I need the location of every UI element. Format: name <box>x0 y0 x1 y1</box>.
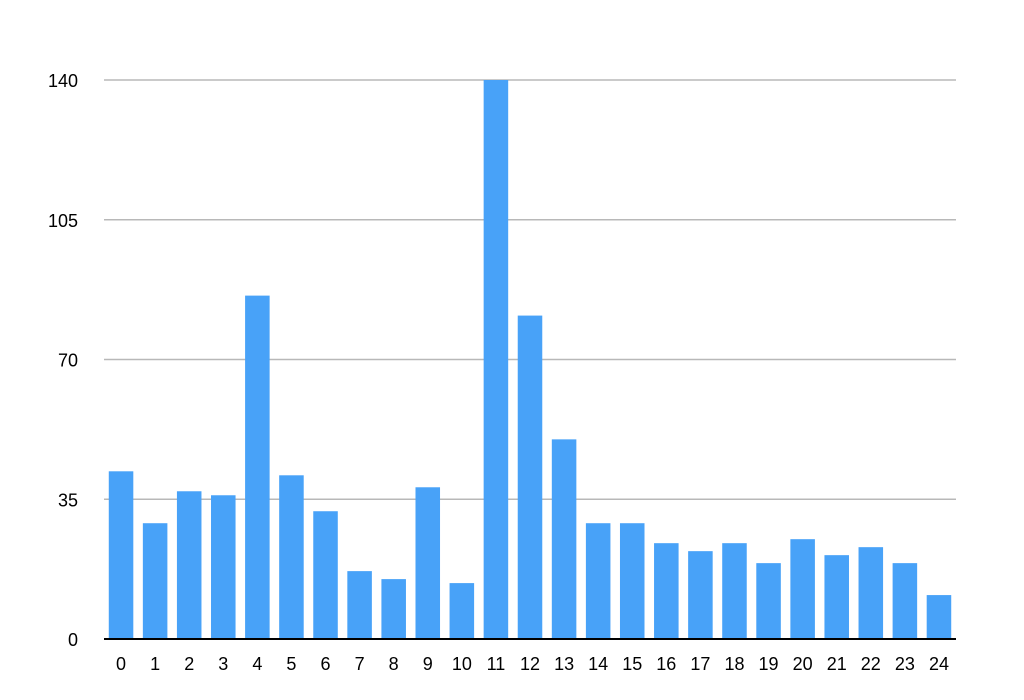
x-tick-label: 2 <box>184 654 194 674</box>
x-tick-label: 18 <box>724 654 744 674</box>
bar-5 <box>279 475 304 639</box>
bar-8 <box>381 579 406 639</box>
bar-12 <box>517 315 543 639</box>
bar-7 <box>347 571 372 639</box>
x-tick-label: 6 <box>321 654 331 674</box>
x-tick-label: 24 <box>929 654 949 674</box>
x-tick-label: 4 <box>252 654 262 674</box>
bar-22 <box>858 547 884 639</box>
bar-4 <box>245 295 270 639</box>
x-tick-label: 19 <box>759 654 779 674</box>
bars <box>108 80 952 639</box>
x-axis-ticks: 0 1 2 3 4 5 6 7 8 9 10 11 12 13 14 15 16 17 18 19 20 21 22 23 24 <box>116 654 949 674</box>
bar-9 <box>415 487 441 639</box>
x-tick-label: 0 <box>116 654 126 674</box>
x-tick-label: 12 <box>520 654 540 674</box>
x-tick-label: 22 <box>861 654 881 674</box>
bar-19 <box>756 563 781 639</box>
bar-3 <box>211 495 236 639</box>
bar-18 <box>722 543 747 639</box>
bar-21 <box>824 555 849 639</box>
y-tick-label: 0 <box>68 630 78 650</box>
bar-17 <box>688 551 713 639</box>
bar-16 <box>654 543 679 639</box>
x-tick-label: 9 <box>423 654 433 674</box>
x-tick-label: 1 <box>150 654 160 674</box>
x-tick-label: 23 <box>895 654 915 674</box>
y-tick-label: 105 <box>48 211 78 231</box>
bar-10 <box>449 583 475 639</box>
y-tick-label: 70 <box>58 351 78 371</box>
bar-15 <box>619 523 645 639</box>
x-tick-label: 15 <box>622 654 642 674</box>
x-tick-label: 17 <box>690 654 710 674</box>
bar-20 <box>790 539 815 639</box>
bar-0 <box>108 471 134 639</box>
x-tick-label: 8 <box>389 654 399 674</box>
bar-6 <box>313 511 338 639</box>
bar-13 <box>551 439 577 639</box>
y-tick-label: 140 <box>48 71 78 91</box>
bar-23 <box>892 563 918 639</box>
bar-1 <box>142 523 168 639</box>
bar-2 <box>176 491 202 639</box>
bar-24 <box>926 595 952 639</box>
x-tick-label: 5 <box>286 654 296 674</box>
x-tick-label: 7 <box>355 654 365 674</box>
x-tick-label: 21 <box>827 654 847 674</box>
y-tick-label: 35 <box>58 490 78 510</box>
x-tick-label: 10 <box>452 654 472 674</box>
x-tick-label: 20 <box>793 654 813 674</box>
x-tick-label: 14 <box>588 654 608 674</box>
bar-14 <box>585 523 611 639</box>
y-axis-ticks: 0 35 70 105 140 <box>48 71 78 650</box>
bar-11 <box>483 80 509 639</box>
x-tick-label: 11 <box>487 654 506 674</box>
x-tick-label: 3 <box>218 654 228 674</box>
x-tick-label: 13 <box>554 654 574 674</box>
x-tick-label: 16 <box>656 654 676 674</box>
